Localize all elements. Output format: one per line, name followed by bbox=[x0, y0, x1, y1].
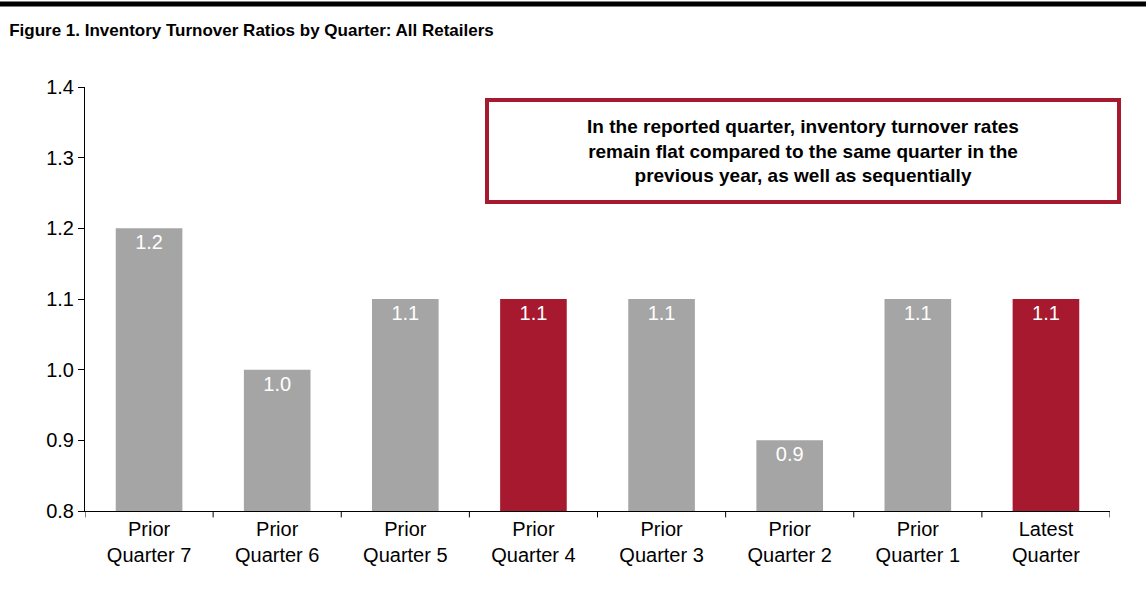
svg-text:0.9: 0.9 bbox=[46, 429, 74, 451]
svg-text:1.1: 1.1 bbox=[46, 288, 74, 310]
svg-text:PriorQuarter 3: PriorQuarter 3 bbox=[619, 518, 703, 566]
svg-text:PriorQuarter 6: PriorQuarter 6 bbox=[235, 518, 319, 566]
svg-text:1.2: 1.2 bbox=[46, 217, 74, 239]
svg-text:1.1: 1.1 bbox=[520, 302, 548, 324]
svg-text:0.8: 0.8 bbox=[46, 500, 74, 522]
svg-text:PriorQuarter 1: PriorQuarter 1 bbox=[876, 518, 960, 566]
svg-text:PriorQuarter 7: PriorQuarter 7 bbox=[107, 518, 191, 566]
svg-text:PriorQuarter 5: PriorQuarter 5 bbox=[363, 518, 447, 566]
svg-text:1.1: 1.1 bbox=[1032, 302, 1060, 324]
svg-text:PriorQuarter 4: PriorQuarter 4 bbox=[491, 518, 575, 566]
svg-text:0.9: 0.9 bbox=[776, 443, 804, 465]
svg-text:LatestQuarter: LatestQuarter bbox=[1012, 518, 1080, 566]
svg-text:1.4: 1.4 bbox=[46, 76, 74, 98]
svg-text:1.1: 1.1 bbox=[648, 302, 676, 324]
svg-text:1.0: 1.0 bbox=[263, 373, 291, 395]
svg-text:PriorQuarter 2: PriorQuarter 2 bbox=[747, 518, 831, 566]
svg-text:1.1: 1.1 bbox=[391, 302, 419, 324]
svg-text:In the reported quarter, inven: In the reported quarter, inventory turno… bbox=[587, 116, 1019, 186]
svg-text:1.2: 1.2 bbox=[135, 231, 163, 253]
svg-text:1.3: 1.3 bbox=[46, 147, 74, 169]
svg-text:1.1: 1.1 bbox=[904, 302, 932, 324]
svg-text:1.0: 1.0 bbox=[46, 359, 74, 381]
svg-text:Figure 1. Inventory Turnover R: Figure 1. Inventory Turnover Ratios by Q… bbox=[9, 21, 494, 40]
